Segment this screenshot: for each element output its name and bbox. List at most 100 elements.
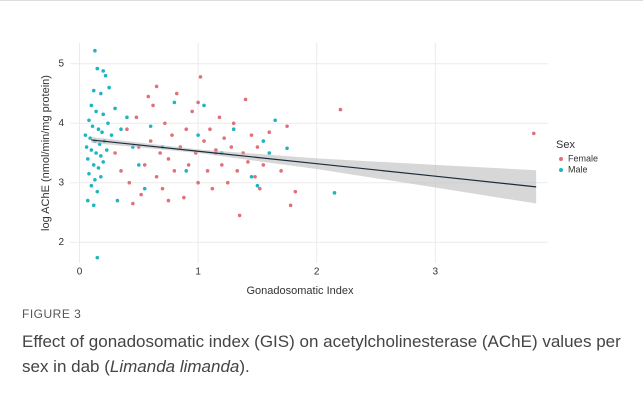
point <box>184 127 189 132</box>
x-tick-label: 2 <box>314 267 320 278</box>
legend-marker <box>559 168 563 172</box>
point <box>87 172 91 176</box>
point <box>279 169 283 173</box>
y-tick-label: 3 <box>58 177 64 188</box>
point <box>91 163 96 167</box>
point <box>87 118 91 123</box>
point <box>154 174 159 179</box>
point <box>163 121 167 126</box>
point <box>231 121 236 126</box>
point <box>338 107 343 112</box>
point <box>95 66 100 71</box>
point <box>267 130 272 134</box>
point <box>148 124 153 129</box>
point <box>113 106 117 111</box>
point <box>119 169 123 173</box>
point <box>90 124 95 129</box>
point <box>139 192 143 197</box>
point <box>196 180 200 185</box>
legend-label: Male <box>568 164 588 174</box>
point <box>89 148 94 152</box>
point <box>151 103 155 108</box>
point <box>109 133 114 137</box>
point <box>136 163 141 167</box>
point <box>170 133 174 137</box>
point <box>125 115 129 120</box>
caption-species: Limanda limanda <box>109 357 240 376</box>
point <box>217 115 222 120</box>
point <box>96 166 101 170</box>
point <box>166 198 171 203</box>
point <box>89 183 94 188</box>
point <box>158 151 162 155</box>
point <box>255 183 260 188</box>
point <box>94 109 98 114</box>
point <box>174 91 179 96</box>
legend-title: Sex <box>556 139 575 151</box>
point <box>88 136 92 140</box>
point <box>91 88 96 93</box>
point <box>172 169 177 173</box>
point <box>222 136 226 140</box>
point <box>106 121 110 126</box>
point <box>184 169 189 173</box>
point <box>83 133 88 137</box>
point <box>202 139 206 143</box>
point <box>255 145 260 149</box>
point <box>220 163 224 167</box>
point <box>96 127 101 132</box>
point <box>127 180 132 185</box>
point <box>84 145 89 149</box>
point <box>134 115 139 120</box>
point <box>119 127 123 132</box>
point <box>229 145 234 149</box>
y-tick-label: 5 <box>58 58 64 69</box>
point <box>101 160 106 164</box>
x-axis-label: Gonadosomatic Index <box>246 285 354 297</box>
point <box>273 118 277 123</box>
point <box>95 189 100 194</box>
point <box>205 169 210 173</box>
x-tick-label: 1 <box>195 267 201 278</box>
point <box>91 203 96 208</box>
point <box>107 85 111 90</box>
y-tick-label: 4 <box>58 118 64 129</box>
point <box>243 97 248 102</box>
point <box>104 148 109 152</box>
point <box>293 189 298 194</box>
point <box>190 109 194 114</box>
point <box>95 255 100 260</box>
point <box>253 174 257 179</box>
point <box>231 127 236 132</box>
point <box>99 91 103 96</box>
point <box>93 48 97 53</box>
caption-text: ). <box>239 357 250 376</box>
point <box>261 163 266 167</box>
point <box>267 151 272 155</box>
point <box>99 174 103 179</box>
point <box>182 195 186 200</box>
legend-label: Female <box>568 153 598 163</box>
point <box>332 191 337 195</box>
point <box>186 163 191 167</box>
point <box>261 139 266 143</box>
point <box>93 177 97 182</box>
point <box>85 198 90 203</box>
point <box>154 84 159 89</box>
point <box>225 180 230 185</box>
caption: Effect of gonadosomatic index (GIS) on a… <box>22 329 622 379</box>
point <box>172 100 177 105</box>
point <box>246 160 250 164</box>
point <box>115 198 120 203</box>
point <box>196 100 200 105</box>
point <box>142 186 147 191</box>
point <box>101 69 106 73</box>
x-tick-label: 3 <box>433 267 439 278</box>
fit-line <box>91 139 537 188</box>
point <box>131 201 135 206</box>
legend-marker <box>559 157 563 161</box>
point <box>99 154 103 158</box>
point <box>160 186 165 191</box>
point <box>85 157 90 161</box>
